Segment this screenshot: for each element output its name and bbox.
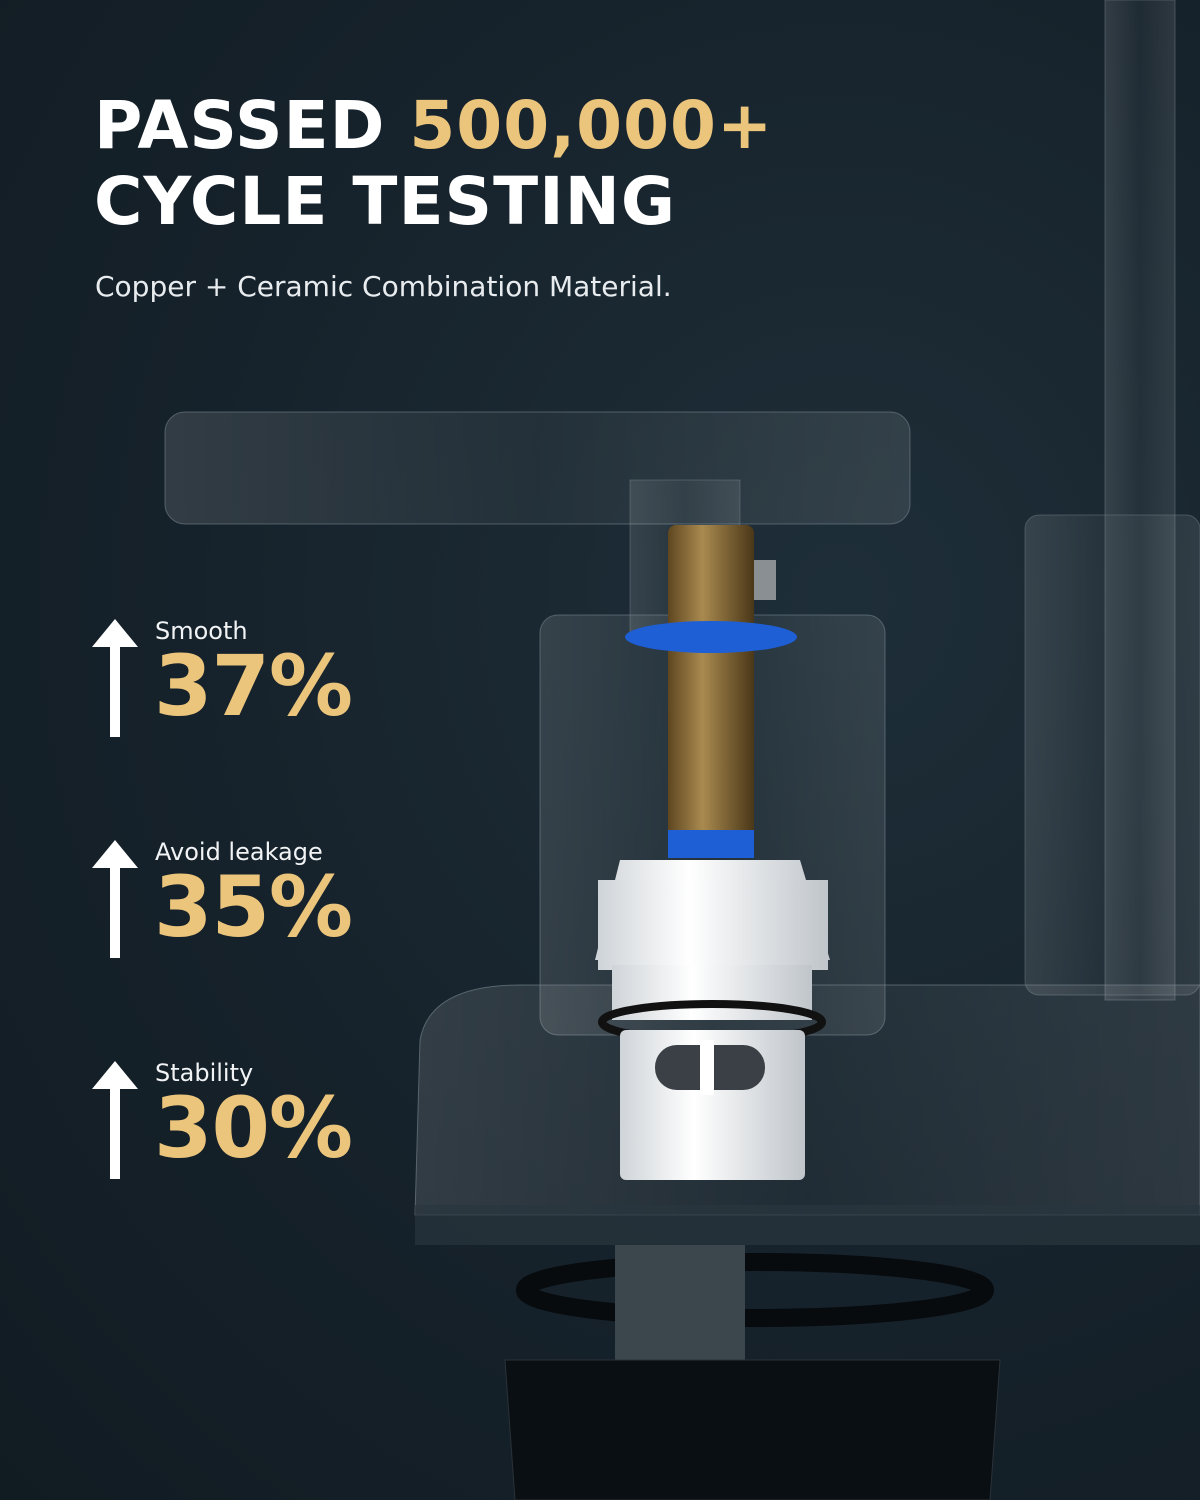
- deck-plate: [414, 984, 1200, 1216]
- stat-value: 35%: [154, 858, 353, 956]
- headline-line2: CYCLE TESTING: [94, 163, 677, 240]
- brass-stem: [668, 525, 754, 845]
- deck-edge: [415, 1205, 1200, 1245]
- headline: PASSED 500,000+ CYCLE TESTING: [94, 88, 773, 240]
- stat-label: Smooth: [155, 617, 248, 645]
- seal-ring-top: [625, 621, 797, 653]
- stat-smooth: Smooth 37%: [92, 617, 412, 747]
- gasket: [516, 1253, 994, 1327]
- subtitle: Copper + Ceramic Combination Material.: [95, 270, 672, 303]
- stat-label: Avoid leakage: [155, 838, 323, 866]
- stat-stability: Stability 30%: [92, 1059, 412, 1189]
- mounting-nut: [504, 1359, 1001, 1500]
- stat-avoid-leakage: Avoid leakage 35%: [92, 838, 412, 968]
- spout-base: [1024, 514, 1200, 996]
- cartridge-upper: [598, 880, 828, 970]
- stat-value: 37%: [154, 637, 353, 735]
- cartridge-port-divider: [700, 1040, 714, 1095]
- arrow-up-icon: [92, 1061, 138, 1179]
- seal-ring-bottom: [668, 830, 754, 858]
- set-screw: [754, 560, 776, 600]
- handle: [164, 411, 911, 525]
- headline-prefix: PASSED: [94, 87, 410, 164]
- headline-highlight: 500,000+: [409, 87, 774, 164]
- arrow-up-icon: [92, 619, 138, 737]
- arrow-up-icon: [92, 840, 138, 958]
- stat-value: 30%: [154, 1079, 353, 1177]
- stat-label: Stability: [155, 1059, 254, 1087]
